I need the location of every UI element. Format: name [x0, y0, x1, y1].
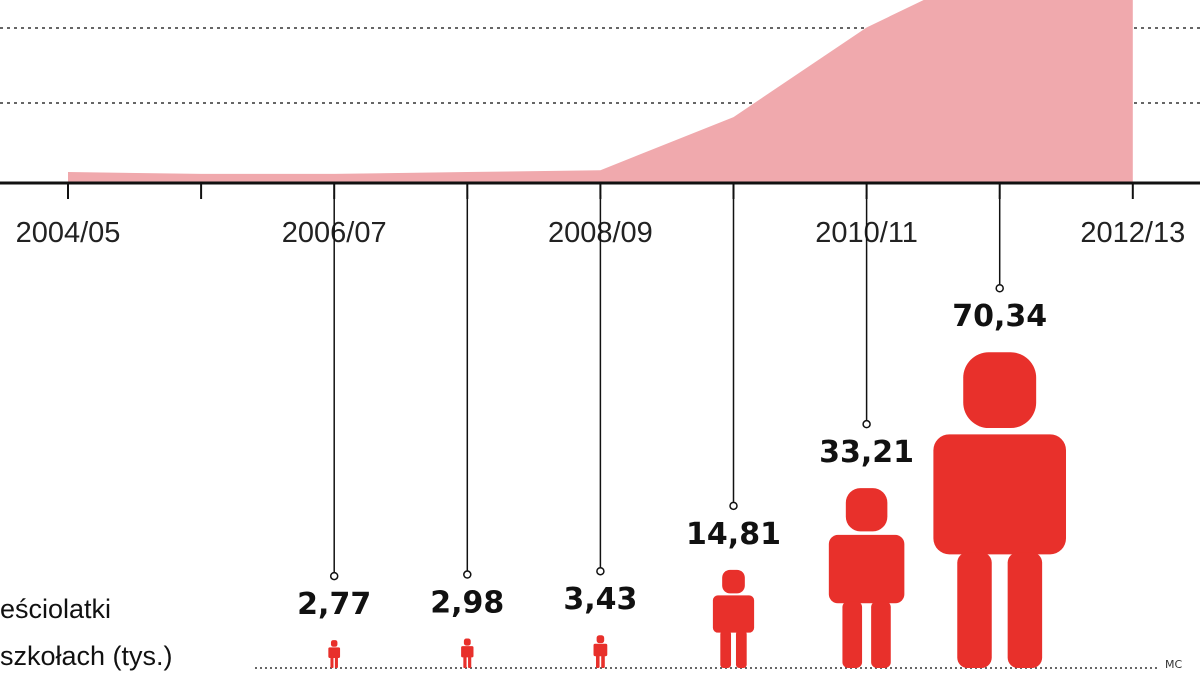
figure-head	[963, 352, 1037, 429]
value-label: 33,21	[819, 435, 914, 470]
figure-leg	[842, 601, 863, 668]
x-tick-label: 2004/05	[16, 217, 121, 249]
figure-body	[933, 434, 1067, 555]
area	[68, 0, 1133, 183]
figure-body	[828, 534, 905, 604]
value-label: 2,98	[430, 586, 504, 621]
figure-body	[712, 595, 755, 633]
figure-body	[328, 647, 341, 658]
leader-dot	[463, 570, 472, 579]
figure-leg	[871, 601, 891, 668]
pictogram	[328, 640, 341, 668]
figure-head	[330, 640, 338, 647]
figure-leg	[330, 655, 334, 668]
figure-leg	[463, 655, 467, 668]
pictogram	[712, 569, 755, 668]
figure-body	[461, 646, 474, 658]
figure-leg	[334, 655, 338, 668]
figure-leg	[735, 630, 747, 668]
figure-leg	[720, 630, 732, 668]
value-label: 14,81	[686, 517, 781, 552]
figure-head	[845, 488, 888, 532]
figure-head	[722, 569, 745, 594]
leader-dot	[329, 571, 339, 581]
figure-body	[593, 643, 608, 657]
figure-leg	[468, 655, 472, 668]
figure-head	[463, 638, 471, 646]
x-tick-label: 2012/13	[1080, 217, 1185, 249]
pictogram	[593, 635, 608, 668]
pictogram	[933, 352, 1067, 668]
figure-leg	[1007, 552, 1043, 668]
value-label: 3,43	[563, 582, 637, 617]
figure-leg	[595, 654, 600, 668]
leader-dot	[596, 566, 605, 576]
figure-leg	[601, 654, 605, 668]
figure-leg	[957, 552, 992, 668]
leader-dot	[729, 501, 738, 511]
leader-dot	[862, 419, 871, 429]
credit: MC	[1165, 658, 1182, 671]
series-label: szkołach (tys.)	[0, 641, 173, 671]
value-label: 70,34	[952, 299, 1047, 334]
series-label: eściolatki	[0, 594, 111, 624]
pictogram	[461, 638, 474, 668]
leader-dot	[995, 283, 1004, 293]
value-label: 2,77	[297, 587, 371, 622]
figure-head	[596, 635, 605, 644]
pictogram	[828, 488, 905, 668]
